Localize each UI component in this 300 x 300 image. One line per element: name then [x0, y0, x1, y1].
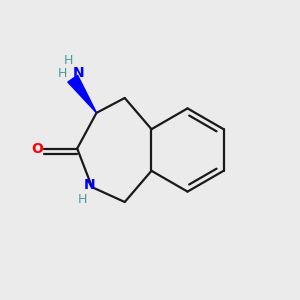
Text: N: N — [83, 178, 95, 192]
Polygon shape — [68, 75, 97, 113]
Text: O: O — [31, 142, 43, 155]
Text: N: N — [73, 66, 84, 80]
Text: H: H — [78, 193, 87, 206]
Text: H: H — [64, 54, 73, 67]
Text: H: H — [57, 67, 67, 80]
